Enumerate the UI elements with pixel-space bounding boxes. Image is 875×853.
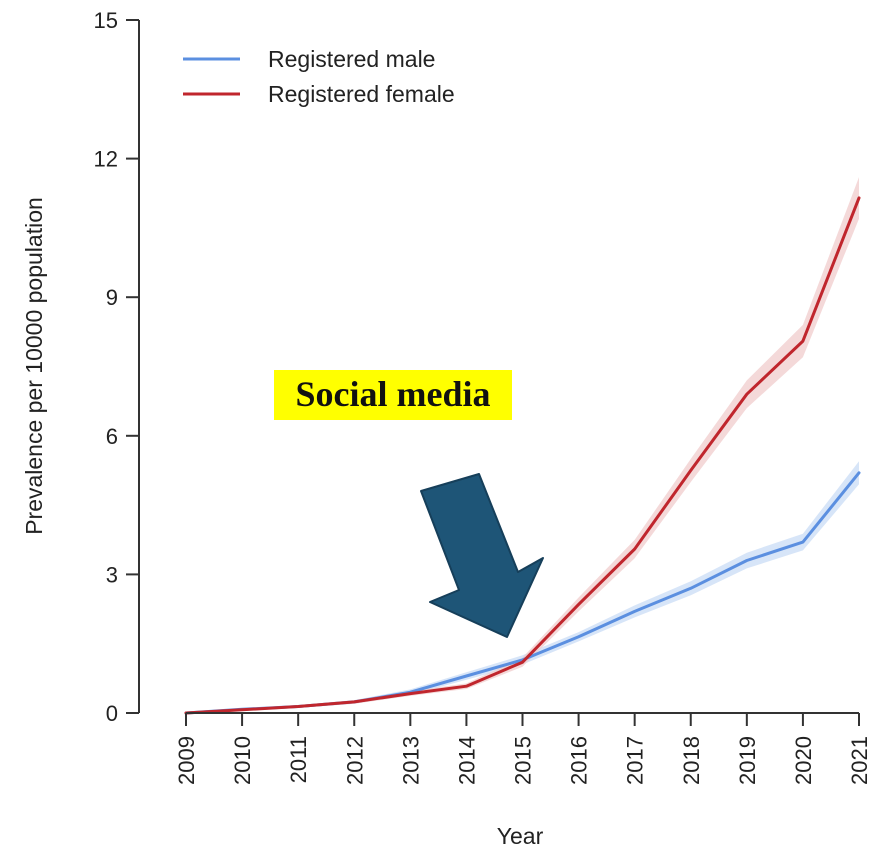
- confidence-band-female: [186, 177, 859, 714]
- x-tick-label: 2010: [230, 736, 255, 785]
- annotation-arrow-icon: [420, 473, 544, 638]
- x-tick-label: 2012: [342, 736, 367, 785]
- x-tick-label: 2018: [679, 736, 704, 785]
- y-tick-label: 15: [94, 8, 118, 33]
- x-axis: 2009 2010 2011 2012 2013 2014 2015 2016 2017 2018…: [174, 712, 872, 785]
- y-axis: 0 3 6 9 12 15: [94, 8, 140, 726]
- legend-label-male: Registered male: [268, 46, 435, 72]
- x-tick-label: 2020: [791, 736, 816, 785]
- confidence-bands: [186, 177, 859, 714]
- x-axis-title: Year: [497, 823, 544, 849]
- x-tick-label: 2015: [511, 736, 536, 785]
- legend: Registered male Registered female: [183, 46, 455, 107]
- social-media-annotation: Social media: [274, 370, 544, 638]
- legend-label-female: Registered female: [268, 81, 455, 107]
- x-tick-label: 2019: [735, 736, 760, 785]
- y-tick-label: 3: [106, 562, 118, 587]
- x-tick-label: 2016: [567, 736, 592, 785]
- x-tick-label: 2017: [623, 736, 648, 785]
- series-line-female: [184, 196, 861, 715]
- y-tick-label: 6: [106, 424, 118, 449]
- annotation-label: Social media: [296, 374, 491, 414]
- y-tick-label: 12: [94, 147, 118, 172]
- series-lines: [184, 196, 861, 715]
- x-tick-label: 2021: [847, 736, 872, 785]
- x-tick-label: 2009: [174, 736, 199, 785]
- annotation-highlight: [274, 370, 512, 420]
- y-tick-label: 0: [106, 701, 118, 726]
- y-tick-label: 9: [106, 285, 118, 310]
- x-tick-label: 2013: [398, 736, 423, 785]
- x-tick-label: 2011: [286, 736, 311, 783]
- y-axis-title: Prevalence per 10000 population: [21, 197, 47, 535]
- x-tick-label: 2014: [454, 736, 479, 785]
